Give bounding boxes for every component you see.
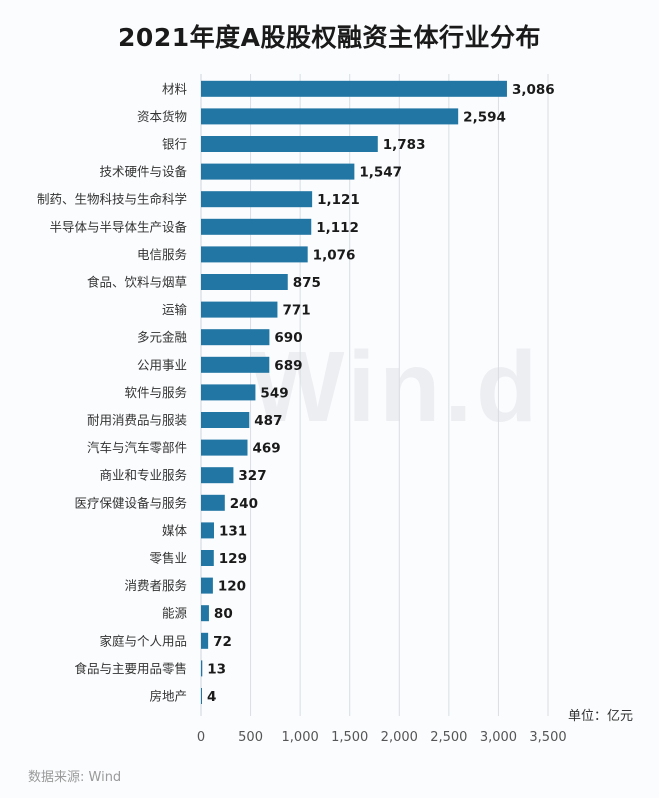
category-label: 公用事业 — [137, 357, 187, 372]
category-label: 食品与主要用品零售 — [74, 661, 187, 676]
category-label: 耐用消费品与服装 — [87, 413, 187, 428]
bar — [201, 301, 278, 318]
data-label: 1,783 — [383, 137, 426, 153]
data-label: 1,121 — [317, 192, 360, 208]
bar — [201, 163, 355, 180]
x-tick-label: 3,500 — [529, 730, 566, 745]
data-label: 80 — [214, 606, 233, 622]
data-label: 487 — [254, 413, 282, 429]
unit-label: 单位：亿元 — [567, 709, 633, 724]
bar — [201, 108, 459, 125]
x-tick-label: 1,000 — [282, 730, 319, 745]
data-label: 689 — [274, 358, 302, 374]
source-note: 数据来源: Wind — [28, 770, 122, 785]
bar — [201, 80, 507, 97]
data-label: 549 — [260, 385, 288, 401]
bar — [201, 577, 213, 594]
x-tick-label: 2,500 — [430, 730, 467, 745]
bar — [201, 439, 248, 456]
data-label: 1,547 — [359, 165, 402, 181]
bar — [201, 356, 270, 373]
data-label: 1,112 — [316, 220, 359, 236]
category-label: 汽车与汽车零部件 — [87, 440, 187, 455]
data-label: 129 — [219, 551, 247, 567]
data-label: 3,086 — [512, 82, 555, 98]
data-label: 771 — [282, 303, 310, 319]
bar — [201, 218, 312, 235]
x-tick-label: 500 — [238, 730, 263, 745]
data-label: 327 — [238, 468, 266, 484]
category-label: 能源 — [162, 606, 188, 621]
category-label: 多元金融 — [137, 330, 188, 345]
bar — [201, 494, 225, 511]
category-label: 电信服务 — [137, 247, 187, 262]
data-label: 4 — [207, 689, 216, 705]
category-label: 银行 — [162, 137, 187, 152]
bar — [201, 384, 256, 401]
category-label: 家庭与个人用品 — [99, 633, 187, 648]
category-label: 制药、生物科技与生命科学 — [37, 192, 187, 207]
data-label: 469 — [252, 441, 280, 457]
bar — [201, 412, 250, 428]
data-label: 131 — [219, 523, 247, 539]
category-label: 零售业 — [149, 551, 187, 566]
data-label: 690 — [274, 330, 302, 346]
bar — [201, 329, 270, 346]
chart-title: 2021年度A股股权融资主体行业分布 — [118, 23, 541, 52]
data-label: 13 — [207, 661, 226, 677]
category-label: 材料 — [162, 81, 188, 96]
category-label: 资本货物 — [137, 109, 187, 124]
category-label: 媒体 — [162, 523, 188, 538]
category-label: 食品、饮料与烟草 — [87, 275, 187, 290]
bar — [201, 550, 214, 566]
x-tick-label: 1,500 — [331, 730, 368, 745]
x-tick-label: 3,000 — [480, 730, 517, 745]
data-label: 120 — [218, 579, 246, 595]
bar — [201, 688, 202, 704]
bar — [201, 660, 203, 677]
category-label: 运输 — [162, 302, 188, 317]
data-label: 2,594 — [463, 109, 506, 125]
bar — [201, 246, 308, 263]
bar — [201, 191, 313, 208]
category-label: 技术硬件与设备 — [99, 164, 187, 179]
bar — [201, 522, 214, 539]
data-label: 1,076 — [313, 247, 356, 263]
bar — [201, 605, 209, 622]
bar — [201, 274, 288, 290]
data-label: 72 — [213, 634, 232, 650]
category-label: 软件与服务 — [124, 385, 187, 400]
x-tick-label: 0 — [197, 730, 205, 745]
category-label: 消费者服务 — [124, 578, 187, 593]
bar — [201, 467, 234, 484]
data-label: 875 — [293, 275, 321, 291]
bar — [201, 632, 209, 649]
category-label: 医疗保健设备与服务 — [74, 495, 187, 510]
category-label: 半导体与半导体生产设备 — [49, 219, 187, 234]
data-label: 240 — [230, 496, 258, 512]
category-label: 商业和专业服务 — [99, 468, 187, 483]
x-tick-label: 2,000 — [381, 730, 418, 745]
bar — [201, 136, 378, 152]
category-label: 房地产 — [149, 689, 187, 704]
